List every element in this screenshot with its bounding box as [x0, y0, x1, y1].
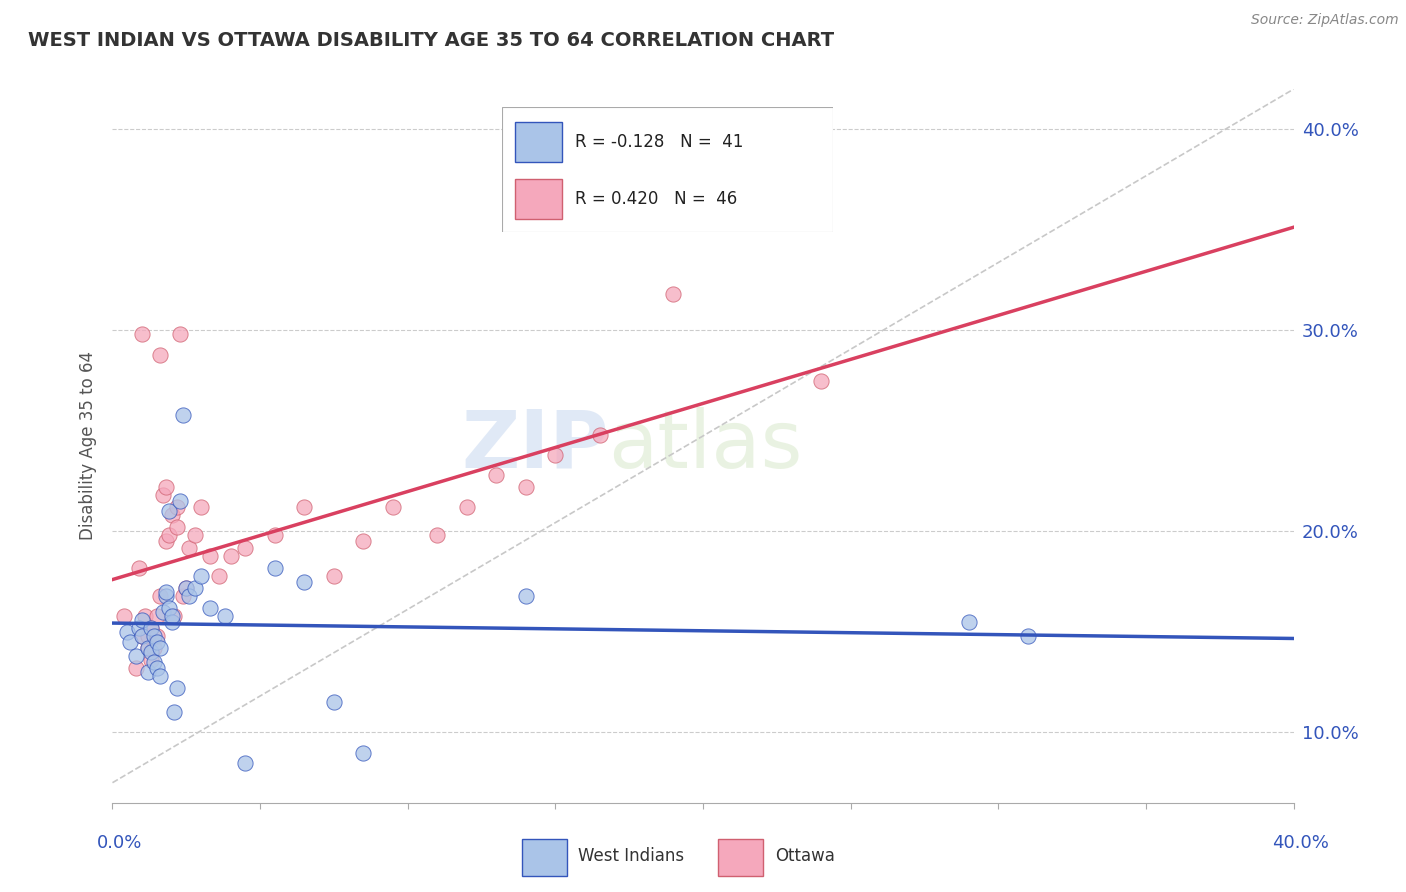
Point — [174, 581, 197, 595]
Point — [382, 500, 405, 515]
Point — [957, 615, 980, 629]
Point — [169, 494, 191, 508]
Point — [426, 528, 449, 542]
Point — [139, 621, 162, 635]
Point — [142, 629, 165, 643]
Point — [190, 500, 212, 515]
Point — [219, 549, 242, 563]
Point — [146, 608, 169, 623]
Point — [157, 600, 180, 615]
Point — [662, 287, 685, 301]
Point — [264, 528, 287, 542]
Point — [352, 534, 374, 549]
Point — [166, 500, 188, 515]
Point — [136, 629, 159, 643]
Point — [163, 608, 186, 623]
Point — [172, 589, 194, 603]
Point — [152, 605, 174, 619]
Text: ZIP: ZIP — [461, 407, 609, 485]
Point — [149, 347, 172, 361]
Point — [155, 480, 177, 494]
Point — [264, 560, 287, 574]
Point — [157, 504, 180, 518]
Point — [352, 746, 374, 760]
Point — [166, 681, 188, 696]
Point — [184, 528, 207, 542]
Point — [139, 645, 162, 659]
Text: 40.0%: 40.0% — [1272, 834, 1329, 852]
Point — [485, 468, 508, 483]
Point — [544, 448, 567, 462]
Point — [323, 695, 346, 709]
Point — [233, 756, 256, 770]
Point — [190, 568, 212, 582]
Point — [292, 574, 315, 589]
Point — [214, 608, 236, 623]
Text: 0.0%: 0.0% — [97, 834, 142, 852]
Point — [136, 640, 159, 655]
Point — [120, 635, 142, 649]
Point — [131, 613, 153, 627]
Point — [139, 653, 162, 667]
Point — [163, 706, 186, 720]
Point — [142, 640, 165, 655]
Point — [184, 581, 207, 595]
Point — [174, 581, 197, 595]
Text: WEST INDIAN VS OTTAWA DISABILITY AGE 35 TO 64 CORRELATION CHART: WEST INDIAN VS OTTAWA DISABILITY AGE 35 … — [28, 31, 834, 50]
Point — [125, 661, 148, 675]
Point — [169, 327, 191, 342]
Point — [179, 589, 201, 603]
Point — [160, 508, 183, 523]
Point — [136, 665, 159, 680]
Point — [179, 541, 201, 555]
Point — [292, 500, 315, 515]
Point — [166, 520, 188, 534]
Text: atlas: atlas — [609, 407, 803, 485]
Point — [172, 408, 194, 422]
Point — [160, 615, 183, 629]
Point — [131, 327, 153, 342]
Point — [112, 608, 135, 623]
Point — [810, 374, 832, 388]
Point — [149, 589, 172, 603]
Point — [155, 589, 177, 603]
Point — [134, 608, 156, 623]
Point — [198, 549, 221, 563]
Point — [128, 621, 150, 635]
Point — [157, 528, 180, 542]
Point — [125, 648, 148, 663]
Point — [146, 661, 169, 675]
Y-axis label: Disability Age 35 to 64: Disability Age 35 to 64 — [79, 351, 97, 541]
Point — [149, 669, 172, 683]
Point — [136, 640, 159, 655]
Point — [323, 568, 346, 582]
Point — [208, 568, 231, 582]
Point — [128, 560, 150, 574]
Point — [160, 608, 183, 623]
Point — [146, 635, 169, 649]
Point — [155, 584, 177, 599]
Point — [149, 640, 172, 655]
Point — [233, 541, 256, 555]
Point — [117, 624, 138, 639]
Point — [139, 621, 162, 635]
Point — [146, 629, 169, 643]
Point — [456, 500, 478, 515]
Point — [142, 655, 165, 669]
Point — [131, 629, 153, 643]
Point — [155, 534, 177, 549]
Point — [152, 488, 174, 502]
Text: Source: ZipAtlas.com: Source: ZipAtlas.com — [1251, 13, 1399, 28]
Point — [1017, 629, 1039, 643]
Point — [131, 629, 153, 643]
Point — [588, 428, 610, 442]
Point — [515, 589, 537, 603]
Point — [515, 480, 537, 494]
Point — [198, 600, 221, 615]
